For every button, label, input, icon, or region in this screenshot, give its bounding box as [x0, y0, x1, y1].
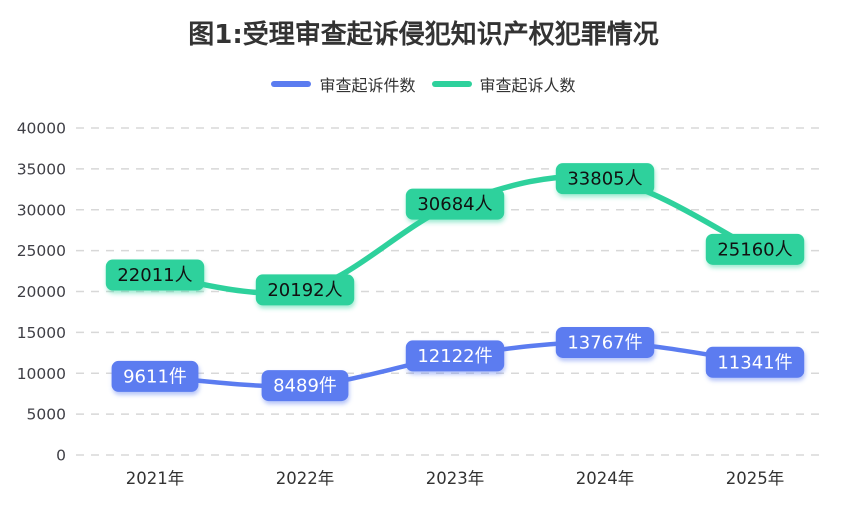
- data-label-box-件-1: [111, 360, 199, 392]
- data-label-box-人-2: [255, 274, 355, 306]
- xtick-label-5: 2025年: [726, 469, 785, 488]
- line-chart-canvas: 0 5000 10000 15000 20000 25000 30000 35000 40000…: [17, 120, 826, 488]
- data-label-box-人-1: [105, 259, 205, 291]
- data-label-件-3: 12122件: [417, 346, 492, 367]
- legend-item-persons[interactable]: 审查起诉人数: [431, 72, 576, 96]
- ytick-label-20000: 20000: [17, 283, 66, 301]
- data-label-box-人-5: [705, 233, 805, 265]
- data-label-box-件-4: [555, 326, 655, 358]
- data-label-人-4: 33805人: [567, 169, 642, 190]
- ytick-label-40000: 40000: [17, 120, 66, 138]
- data-label-box-件-2: [261, 370, 349, 402]
- ytick-label-15000: 15000: [17, 324, 66, 342]
- legend-swatch-persons-icon: [431, 81, 472, 87]
- ytick-label-35000: 35000: [17, 160, 66, 178]
- chart-title: 图1:受理审查起诉侵犯知识产权犯罪情况: [188, 20, 659, 50]
- data-label-件-1: 9611件: [123, 366, 187, 387]
- legend-label-cases: 审查起诉件数: [319, 76, 416, 95]
- data-label-人-1: 22011人: [117, 265, 192, 286]
- legend: 审查起诉件数 审查起诉人数: [0, 72, 847, 96]
- data-label-box-件-3: [405, 340, 505, 372]
- data-label-人-2: 20192人: [267, 280, 342, 301]
- xtick-label-4: 2024年: [576, 469, 635, 488]
- xtick-label-2: 2022年: [276, 469, 335, 488]
- data-label-人-3: 30684人: [417, 194, 492, 215]
- xtick-label-1: 2021年: [126, 469, 185, 488]
- legend-label-persons: 审查起诉人数: [479, 76, 576, 95]
- legend-item-cases[interactable]: 审查起诉件数: [271, 72, 416, 96]
- ytick-label-30000: 30000: [17, 201, 66, 219]
- data-label-box-件-5: [705, 346, 805, 378]
- data-label-件-4: 13767件: [567, 332, 642, 353]
- ytick-label-5000: 5000: [27, 406, 66, 424]
- ytick-label-25000: 25000: [17, 242, 66, 260]
- data-label-box-人-4: [555, 163, 655, 195]
- data-label-box-人-3: [405, 188, 505, 220]
- ytick-label-0: 0: [56, 447, 66, 465]
- xtick-label-3: 2023年: [426, 469, 485, 488]
- ytick-label-10000: 10000: [17, 365, 66, 383]
- data-label-件-2: 8489件: [273, 376, 337, 397]
- legend-swatch-cases-icon: [271, 81, 312, 87]
- data-label-件-5: 11341件: [717, 352, 792, 373]
- data-label-人-5: 25160人: [717, 239, 792, 260]
